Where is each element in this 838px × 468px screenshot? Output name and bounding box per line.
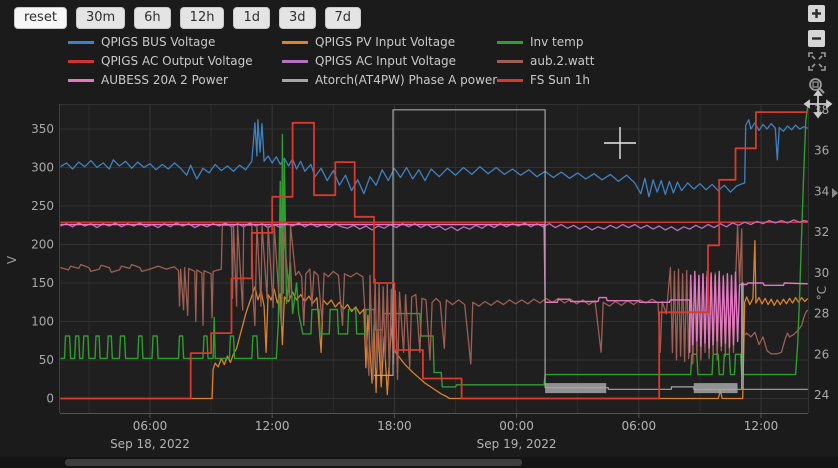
series-atorch: [374, 109, 808, 390]
legend-label: QPIGS BUS Voltage: [101, 35, 216, 49]
legend-swatch-ac_in: [282, 59, 308, 63]
range-3d-button[interactable]: 3d: [278, 7, 316, 29]
legend-item-aubess[interactable]: AUBESS 20A 2 Power: [68, 73, 228, 87]
modebar: [803, 5, 833, 119]
svg-text:34: 34: [814, 184, 829, 198]
expand-icon[interactable]: [808, 52, 826, 71]
svg-text:00:00: 00:00: [499, 419, 534, 433]
y-left-axis-title: V: [5, 255, 19, 264]
range-30m-button[interactable]: 30m: [75, 7, 126, 29]
legend-swatch-inv_temp: [497, 40, 523, 44]
legend-swatch-fs_sun: [497, 78, 523, 82]
series-band-atorch: [693, 383, 738, 394]
series-bus: [60, 119, 808, 198]
svg-text:32: 32: [814, 225, 829, 239]
crosshair-cursor: [604, 127, 636, 159]
svg-text:36: 36: [814, 144, 829, 158]
svg-text:30: 30: [814, 266, 829, 280]
legend-label: AUBESS 20A 2 Power: [101, 73, 228, 87]
legend-swatch-atorch: [282, 78, 308, 82]
legend-item-atorch[interactable]: Atorch(AT4PW) Phase A power: [282, 73, 497, 87]
svg-text:200: 200: [31, 238, 54, 252]
axis-labels: 050100150200250300350242628303234363806:…: [5, 103, 829, 451]
bottom-scrollbar-thumb[interactable]: [65, 459, 522, 466]
range-12h-button[interactable]: 12h: [179, 7, 225, 29]
legend-swatch-aubess: [68, 78, 94, 82]
svg-text:18:00: 18:00: [377, 419, 412, 433]
svg-text:12:00: 12:00: [255, 419, 290, 433]
svg-text:26: 26: [814, 347, 829, 361]
svg-text:06:00: 06:00: [622, 419, 657, 433]
svg-text:350: 350: [31, 122, 54, 136]
legend-swatch-ac_out: [68, 59, 94, 63]
plus-icon[interactable]: [808, 5, 825, 22]
svg-text:24: 24: [814, 388, 829, 402]
legend-item-ac_out[interactable]: QPIGS AC Output Voltage: [68, 54, 253, 68]
series-inv_temp: [60, 105, 808, 388]
minus-icon[interactable]: [808, 30, 825, 47]
legend-label: FS Sun 1h: [530, 73, 591, 87]
legend-label: Inv temp: [530, 35, 584, 49]
move-icon[interactable]: [803, 89, 833, 119]
legend-item-aub2[interactable]: aub.2.watt: [497, 54, 594, 68]
legend: QPIGS BUS Voltage QPIGS PV Input Voltage I…: [0, 35, 820, 93]
svg-text:0: 0: [46, 392, 54, 406]
legend-item-pv[interactable]: QPIGS PV Input Voltage: [282, 35, 455, 49]
legend-swatch-aub2: [497, 59, 523, 63]
bottom-scrollbar-track[interactable]: [0, 457, 838, 468]
svg-text:06:00: 06:00: [133, 419, 168, 433]
svg-text:250: 250: [31, 199, 54, 213]
svg-text:28: 28: [814, 307, 829, 321]
svg-text:12:00: 12:00: [744, 419, 779, 433]
y-right-axis-title: °C: [815, 286, 829, 300]
series-traces: [60, 105, 808, 400]
series-aubess: [60, 223, 808, 353]
legend-swatch-pv: [282, 40, 308, 44]
reset-button[interactable]: reset: [14, 7, 67, 29]
series-fs_sun: [60, 111, 808, 400]
legend-label: aub.2.watt: [530, 54, 595, 68]
svg-text:100: 100: [31, 315, 54, 329]
svg-text:300: 300: [31, 161, 54, 175]
legend-item-ac_in[interactable]: QPIGS AC Input Voltage: [282, 54, 456, 68]
svg-text:50: 50: [39, 353, 54, 367]
range-7d-button[interactable]: 7d: [324, 7, 362, 29]
plot-border: [59, 104, 809, 418]
legend-label: QPIGS PV Input Voltage: [315, 35, 456, 49]
legend-item-bus[interactable]: QPIGS BUS Voltage: [68, 35, 215, 49]
legend-label: Atorch(AT4PW) Phase A power: [315, 73, 498, 87]
axis-drag-handle[interactable]: [832, 188, 838, 198]
legend-swatch-bus: [68, 40, 94, 44]
legend-label: QPIGS AC Input Voltage: [315, 54, 457, 68]
magnifier-icon[interactable]: [809, 78, 825, 94]
svg-text:Sep 18, 2022: Sep 18, 2022: [110, 437, 190, 451]
range-toolbar: reset 30m 6h 12h 1d 3d 7d: [14, 7, 362, 29]
legend-item-fs_sun[interactable]: FS Sun 1h: [497, 73, 590, 87]
legend-item-inv_temp[interactable]: Inv temp: [497, 35, 583, 49]
svg-text:Sep 19, 2022: Sep 19, 2022: [477, 437, 557, 451]
range-6h-button[interactable]: 6h: [134, 7, 171, 29]
range-1d-button[interactable]: 1d: [233, 7, 270, 29]
svg-text:150: 150: [31, 276, 54, 290]
legend-label: QPIGS AC Output Voltage: [101, 54, 253, 68]
